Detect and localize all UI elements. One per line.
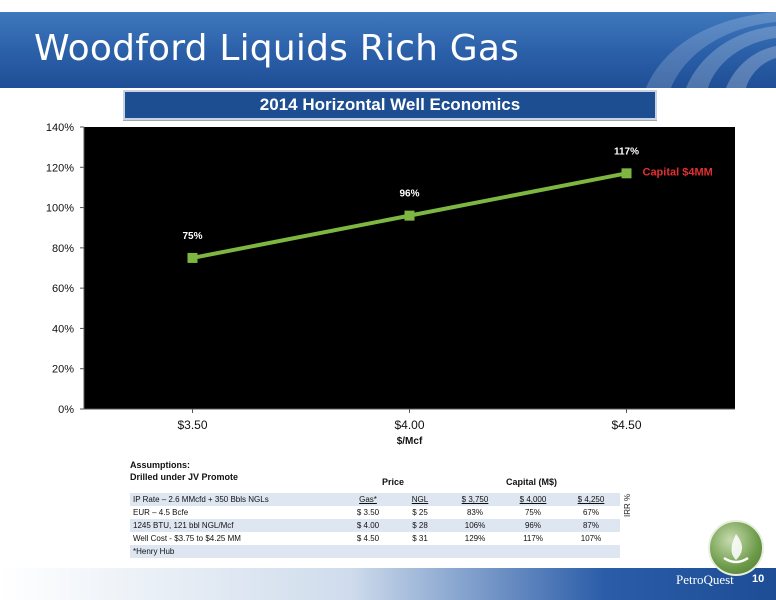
assumptions-heading: Assumptions: (130, 460, 191, 470)
assumption-value-cell: $ 4,250 (562, 493, 620, 506)
assumption-value-cell: $ 25 (394, 506, 446, 519)
plot-area (84, 127, 735, 409)
chart-subtitle-box: 2014 Horizontal Well Economics (123, 90, 657, 120)
assumption-value-cell: $ 4.00 (342, 519, 394, 532)
data-point-marker (404, 210, 415, 221)
x-tick-label: $4.50 (611, 418, 641, 432)
assumption-value-cell: 117% (504, 532, 562, 545)
table-row: EUR – 4.5 Bcfe $ 3.50 $ 25 83% 75% 67% (130, 506, 620, 519)
data-point-marker (621, 168, 632, 179)
x-tick-label: $3.50 (177, 418, 207, 432)
assumption-label-cell: *Henry Hub (130, 545, 342, 558)
x-tick-label: $4.00 (394, 418, 424, 432)
assumption-label-cell: IP Rate – 2.6 MMcfd + 350 Bbls NGLs (130, 493, 342, 506)
irr-line-chart: 0% 20% 40% 60% 80% 100% 120% 140% $3.50 $4.00 $4.5… (46, 122, 735, 447)
swoosh-decoration (646, 12, 776, 88)
title-banner (0, 12, 776, 88)
assumption-value-cell: 67% (562, 506, 620, 519)
data-label: 75% (182, 231, 202, 242)
assumption-value-cell: 87% (562, 519, 620, 532)
assumption-value-cell (504, 545, 562, 558)
irr-label: IRR % (623, 493, 632, 517)
assumptions-panel: Assumptions: Drilled under JV Promote Pr… (130, 459, 620, 558)
assumption-value-cell (446, 545, 504, 558)
data-label: 96% (399, 189, 419, 200)
price-header: Price (382, 477, 405, 487)
y-tick-label: 60% (52, 283, 74, 295)
assumption-value-cell: 75% (504, 506, 562, 519)
assumption-value-cell (562, 545, 620, 558)
assumption-label-cell: EUR – 4.5 Bcfe (130, 506, 342, 519)
assumptions-subheading: Drilled under JV Promote (130, 472, 239, 482)
y-tick-label: 100% (46, 203, 74, 215)
assumption-value-cell: 106% (446, 519, 504, 532)
assumption-value-cell: $ 28 (394, 519, 446, 532)
assumption-label-cell: 1245 BTU, 121 bbl NGL/Mcf (130, 519, 342, 532)
page-number: 10 (752, 573, 765, 585)
assumption-value-cell: $ 3.50 (342, 506, 394, 519)
y-tick-label: 20% (52, 364, 74, 376)
footer-bar (0, 568, 776, 600)
y-tick-label: 140% (46, 122, 74, 134)
petroquest-logo-icon (708, 520, 764, 576)
table-row: IP Rate – 2.6 MMcfd + 350 Bbls NGLs Gas* N… (130, 493, 620, 506)
assumption-value-cell: $ 4,000 (504, 493, 562, 506)
y-tick-label: 120% (46, 162, 74, 174)
slide-title: Woodford Liquids Rich Gas (34, 28, 520, 69)
assumption-value-cell: $ 4.50 (342, 532, 394, 545)
assumption-value-cell (394, 545, 446, 558)
assumption-value-cell: NGL (394, 493, 446, 506)
y-tick-label: 0% (58, 404, 74, 416)
assumption-value-cell: 107% (562, 532, 620, 545)
assumption-value-cell: Gas* (342, 493, 394, 506)
table-row: *Henry Hub (130, 545, 620, 558)
assumption-value-cell (342, 545, 394, 558)
capital-header: Capital (M$) (506, 477, 558, 487)
series-name-label: Capital $4MM (643, 166, 713, 178)
assumption-value-cell: 83% (446, 506, 504, 519)
data-point-marker (187, 252, 198, 263)
assumption-label-cell: Well Cost - $3.75 to $4.25 MM (130, 532, 342, 545)
data-label: 117% (614, 146, 639, 157)
brand-name: PetroQuest (676, 572, 734, 587)
y-tick-label: 80% (52, 243, 74, 255)
assumptions-table: IP Rate – 2.6 MMcfd + 350 Bbls NGLs Gas* N… (130, 493, 620, 558)
x-axis-title: $/Mcf (397, 436, 423, 447)
table-row: 1245 BTU, 121 bbl NGL/Mcf $ 4.00 $ 28 106% 9… (130, 519, 620, 532)
y-tick-label: 40% (52, 323, 74, 335)
assumption-value-cell: $ 31 (394, 532, 446, 545)
assumption-value-cell: 129% (446, 532, 504, 545)
assumption-value-cell: 96% (504, 519, 562, 532)
table-row: Well Cost - $3.75 to $4.25 MM $ 4.50 $ 31 1… (130, 532, 620, 545)
chart-subtitle: 2014 Horizontal Well Economics (259, 95, 521, 114)
assumption-value-cell: $ 3,750 (446, 493, 504, 506)
